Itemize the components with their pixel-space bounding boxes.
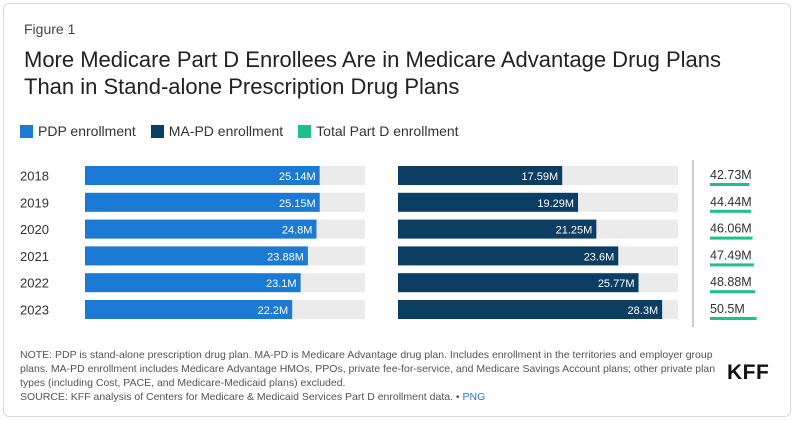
pdp-bar-2022 bbox=[85, 273, 301, 293]
legend-label-pdp: PDP enrollment bbox=[38, 123, 136, 139]
pdp-bar-2021 bbox=[85, 246, 308, 266]
total-bar-2022 bbox=[710, 290, 756, 294]
mapd-bar-2020 bbox=[398, 219, 597, 239]
pdp-value-label-2023: 22.2M bbox=[258, 305, 289, 317]
year-label-2018: 2018 bbox=[20, 169, 49, 184]
total-value-label-2018: 42.73M bbox=[710, 168, 752, 182]
chart-title: More Medicare Part D Enrollees Are in Me… bbox=[24, 47, 722, 99]
pdp-bar-2018 bbox=[85, 166, 320, 185]
legend-swatch-pdp bbox=[20, 124, 33, 138]
total-value-label-2021: 47.49M bbox=[710, 248, 752, 262]
chart-legend: PDP enrollment MA-PD enrollment Total Pa… bbox=[20, 121, 474, 141]
total-value-label-2023: 50.5M bbox=[710, 302, 745, 316]
total-bar-2021 bbox=[710, 263, 754, 267]
total-value-label-2019: 44.44M bbox=[710, 195, 752, 209]
legend-swatch-mapd bbox=[150, 124, 164, 138]
mapd-bar-2021 bbox=[398, 246, 619, 266]
pdp-value-label-2018: 25.14M bbox=[279, 171, 316, 183]
note-text: NOTE: PDP is stand-alone prescription dr… bbox=[20, 349, 716, 389]
figure-label: Figure 1 bbox=[24, 21, 76, 37]
legend-label-mapd: MA-PD enrollment bbox=[168, 123, 284, 139]
mapd-value-label-2019: 19.29M bbox=[537, 198, 574, 210]
footnotes: NOTE: PDP is stand-alone prescription dr… bbox=[20, 348, 720, 404]
mapd-bar-2018 bbox=[398, 166, 563, 185]
legend-swatch-total bbox=[298, 124, 312, 138]
mapd-bar-2019 bbox=[398, 192, 579, 212]
mapd-value-label-2021: 23.6M bbox=[584, 251, 615, 263]
legend-label-total: Total Part D enrollment bbox=[316, 123, 459, 139]
year-label-2019: 2019 bbox=[20, 195, 49, 210]
pdp-value-label-2019: 25.15M bbox=[279, 198, 316, 210]
source-text: SOURCE: KFF analysis of Centers for Medi… bbox=[20, 391, 460, 403]
source-line: SOURCE: KFF analysis of Centers for Medi… bbox=[20, 390, 720, 404]
total-bar-2023 bbox=[710, 317, 757, 320]
pdp-value-label-2021: 23.88M bbox=[267, 251, 304, 263]
mapd-bar-2023 bbox=[398, 300, 663, 319]
mapd-value-label-2020: 21.25M bbox=[556, 225, 593, 237]
mapd-value-label-2022: 25.77M bbox=[598, 278, 635, 290]
kff-logo: KFF bbox=[727, 361, 770, 384]
png-download-link[interactable]: PNG bbox=[462, 391, 486, 403]
pdp-value-label-2022: 23.1M bbox=[266, 278, 297, 290]
year-label-2020: 2020 bbox=[20, 222, 49, 237]
total-bar-2019 bbox=[710, 209, 752, 213]
total-bar-2020 bbox=[710, 236, 753, 240]
mapd-value-label-2023: 28.3M bbox=[628, 305, 659, 317]
pdp-value-label-2020: 24.8M bbox=[282, 225, 313, 237]
legend-item-total[interactable]: Total Part D enrollment bbox=[298, 123, 459, 139]
pdp-bar-2023 bbox=[85, 300, 293, 319]
total-bar-2018 bbox=[710, 183, 750, 186]
enrollment-chart: 2018 25.14M 17.59M 42.73M 2019 25.15M 19.29M 44… bbox=[20, 160, 757, 327]
year-label-2022: 2022 bbox=[20, 276, 49, 291]
total-value-label-2022: 48.88M bbox=[710, 275, 752, 289]
legend-item-mapd[interactable]: MA-PD enrollment bbox=[150, 123, 284, 139]
mapd-value-label-2018: 17.59M bbox=[521, 171, 558, 183]
year-label-2021: 2021 bbox=[20, 249, 49, 264]
year-label-2023: 2023 bbox=[20, 303, 49, 318]
mapd-bar-2022 bbox=[398, 273, 639, 293]
total-value-label-2020: 46.06M bbox=[710, 222, 752, 236]
pdp-bar-2020 bbox=[85, 219, 317, 239]
legend-item-pdp[interactable]: PDP enrollment bbox=[20, 123, 136, 139]
pdp-bar-2019 bbox=[85, 192, 320, 212]
